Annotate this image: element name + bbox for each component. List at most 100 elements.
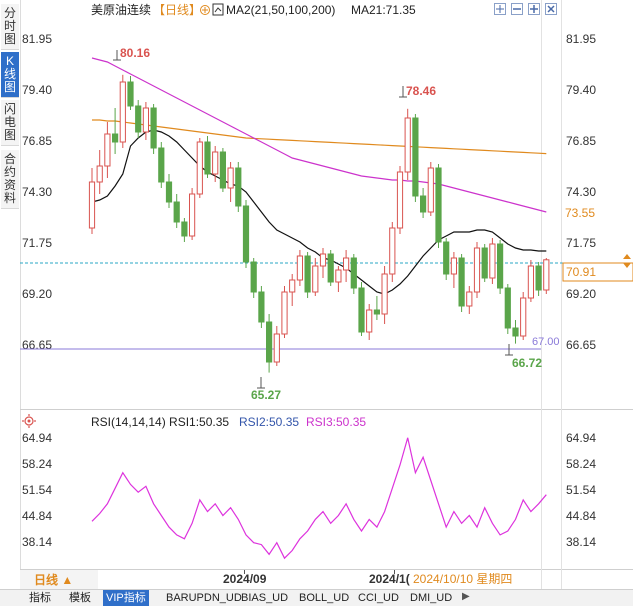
candle-body — [242, 205, 250, 263]
candle-body — [227, 167, 234, 189]
candle-body — [497, 243, 504, 289]
candle-body — [88, 181, 96, 229]
period-label[interactable]: 【日线】 — [153, 3, 201, 17]
candle — [412, 114, 419, 202]
candle — [296, 250, 303, 286]
price-tick-right: 76.85 — [566, 134, 596, 148]
candle — [319, 248, 327, 278]
candle-body — [304, 255, 311, 293]
period-button[interactable]: 日线 ▲ — [20, 570, 98, 589]
tab-vip-indicator[interactable]: VIP指标 — [103, 590, 149, 606]
low1-label: 65.27 — [251, 388, 281, 402]
price-tick-left: 66.65 — [22, 338, 52, 352]
rsi-header-rsi3: RSI3:50.35 — [306, 415, 366, 429]
candle — [327, 250, 334, 286]
tab-indicator[interactable]: 指标 — [29, 592, 51, 604]
candle-body — [189, 193, 196, 237]
candle-body — [404, 117, 411, 173]
high-annotation-1: 80.16 — [113, 46, 150, 61]
candle — [227, 162, 234, 202]
period-button-label[interactable]: 日线 ▲ — [34, 572, 73, 587]
price-tick-right: 79.40 — [566, 83, 596, 97]
candle — [543, 258, 550, 294]
candle-body — [481, 247, 488, 279]
candle-body — [473, 247, 481, 293]
candle-body — [204, 141, 211, 175]
candle-body — [527, 265, 534, 299]
tab-time-share[interactable]: 分时图 — [1, 4, 19, 50]
rsi-header-rsi2: RSI2:50.35 — [239, 415, 299, 429]
ma-settings-icon[interactable] — [212, 3, 224, 16]
candle-body — [512, 327, 519, 337]
rsi-settings-icon[interactable] — [22, 414, 36, 428]
candle-body — [135, 105, 142, 133]
high1-label: 80.16 — [120, 46, 150, 60]
candle — [142, 102, 150, 140]
candle — [504, 284, 511, 334]
tab-cci[interactable]: CCI_UD — [358, 592, 399, 604]
close-chart-icon[interactable] — [545, 3, 557, 15]
rsi-axis-left: 64.94 58.24 51.54 44.84 38.14 — [22, 431, 52, 549]
candle — [258, 286, 265, 328]
scroll-right-icon[interactable]: ▶ — [462, 591, 470, 602]
candle — [312, 258, 319, 296]
candle — [473, 242, 481, 298]
candle-body — [504, 287, 511, 329]
candle — [366, 304, 373, 340]
zoom-in-icon[interactable] — [528, 3, 540, 15]
add-indicator-icon[interactable] — [200, 5, 210, 15]
candle-body — [281, 291, 288, 335]
candle-body — [396, 171, 404, 229]
candle — [381, 266, 388, 324]
price-tick-right: 81.95 — [566, 32, 596, 46]
candle — [119, 74, 126, 148]
candle-body — [435, 167, 442, 243]
candle-body — [112, 133, 119, 143]
candle — [204, 136, 211, 178]
rsi-tick-right: 38.14 — [566, 535, 596, 549]
candle-body — [150, 107, 157, 149]
price-tick-left: 69.20 — [22, 287, 52, 301]
tab-barupdn[interactable]: BARUPDN_UD — [166, 592, 242, 604]
candle-body — [181, 221, 188, 237]
tab-flash[interactable]: 闪电图 — [1, 100, 19, 146]
zoom-out-icon[interactable] — [511, 3, 523, 15]
price-tick-right: 69.20 — [566, 287, 596, 301]
candle — [497, 240, 504, 294]
price-tick-right: 74.30 — [566, 185, 596, 199]
tab-boll[interactable]: BOLL_UD — [299, 592, 350, 604]
rsi-tick-left: 58.24 — [22, 457, 52, 471]
candle-body — [296, 255, 303, 281]
candle-body — [543, 259, 550, 291]
candle — [135, 100, 142, 138]
price-alert-icon[interactable] — [623, 254, 631, 268]
tab-template[interactable]: 模板 — [69, 592, 91, 604]
candle — [527, 260, 534, 302]
candle — [450, 252, 457, 288]
candle — [289, 274, 296, 306]
kline-chart: 美原油连续 【日线】 MA2(21,50,100,200) MA21:71.35… — [20, 0, 633, 589]
candle — [443, 238, 450, 280]
price-tick-left: 71.75 — [22, 236, 52, 250]
crosshair-icon[interactable] — [494, 3, 506, 15]
tab-kline[interactable]: K线图 — [1, 52, 19, 98]
ma21-line — [91, 129, 547, 295]
low2-label: 66.72 — [512, 356, 542, 370]
tab-dmi[interactable]: DMI_UD — [410, 592, 453, 604]
x-label-month2: 2024/1( — [369, 572, 410, 586]
price-tick-right: 71.75 — [566, 236, 596, 250]
price-tick-left: 76.85 — [22, 134, 52, 148]
candle-body — [219, 151, 227, 189]
candle-body — [381, 273, 388, 315]
candle — [304, 252, 311, 298]
candle-body — [327, 253, 334, 283]
candle — [196, 138, 203, 198]
low-annotation-1: 65.27 — [251, 377, 281, 402]
candle-body — [489, 243, 496, 279]
candle-body — [319, 253, 327, 267]
tab-bias[interactable]: BIAS_UD — [241, 592, 289, 604]
ma100-line — [92, 119, 547, 155]
candle-body — [520, 297, 527, 337]
tab-contract-info[interactable]: 合约资料 — [1, 150, 19, 209]
candle — [158, 142, 165, 188]
